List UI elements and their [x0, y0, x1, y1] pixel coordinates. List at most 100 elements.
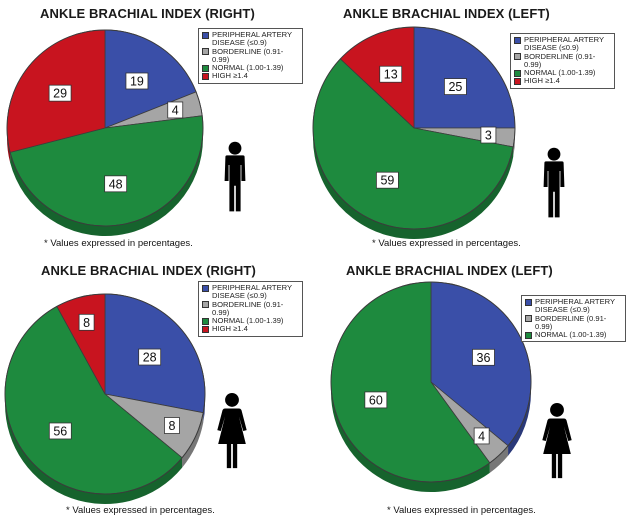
legend-item-peripheral-artery-disease-0-9: PERIPHERAL ARTERY DISEASE (≤0.9): [202, 30, 298, 48]
legend-swatch: [514, 77, 521, 85]
data-label-value: 60: [369, 393, 383, 407]
legend-label: PERIPHERAL ARTERY DISEASE (≤0.9): [212, 283, 293, 301]
legend: PERIPHERAL ARTERY DISEASE (≤0.9) BORDERLI…: [198, 281, 303, 337]
pie-slice-side-high-1-4: [7, 128, 11, 163]
pie-slice-side-peripheral-artery-disease-0-9: [508, 382, 531, 456]
data-label-borderline-0-91-0-99: 8: [164, 417, 180, 434]
chart-panel-left-male: ANKLE BRACHIAL INDEX (LEFT) 25 3 59 13 PERI…: [312, 0, 638, 261]
data-label-normal-1-00-1-39: 48: [104, 175, 128, 193]
legend-item-normal-1-00-1-39: NORMAL (1.00-1.39): [514, 68, 610, 78]
data-label-borderline-0-91-0-99: 4: [167, 101, 184, 119]
legend-label: HIGH ≥1.4: [212, 71, 248, 81]
data-label-box: [138, 348, 162, 366]
data-label-value: 48: [109, 177, 123, 191]
chart-title: ANKLE BRACHIAL INDEX (LEFT): [343, 6, 550, 21]
legend-item-borderline-0-91-0-99: BORDERLINE (0.91-0.99): [202, 46, 298, 65]
data-label-value: 8: [83, 316, 90, 330]
legend-item-high-1-4: HIGH ≥1.4: [514, 77, 610, 85]
data-label-peripheral-artery-disease-0-9: 36: [472, 348, 495, 366]
data-label-box: [480, 126, 497, 144]
legend-item-normal-1-00-1-39: NORMAL (1.00-1.39): [525, 330, 621, 340]
chart-panel-right-male: ANKLE BRACHIAL INDEX (RIGHT) 19 4 48 29 PER…: [0, 0, 319, 261]
legend-swatch: [525, 298, 532, 306]
data-label-box: [376, 171, 399, 189]
legend-label: PERIPHERAL ARTERY DISEASE (≤0.9): [535, 297, 616, 315]
footnote: * Values expressed in percentages.: [66, 505, 215, 516]
chart-panel-right-female: ANKLE BRACHIAL INDEX (RIGHT) 28 8 56 8 PERI…: [0, 261, 319, 522]
legend-item-peripheral-artery-disease-0-9: PERIPHERAL ARTERY DISEASE (≤0.9): [202, 283, 298, 301]
pie-slice-side-normal-1-00-1-39: [331, 382, 490, 492]
legend-item-high-1-4: HIGH ≥1.4: [202, 325, 298, 333]
pie-slice-side-borderline-0-91-0-99: [182, 412, 204, 468]
legend-item-normal-1-00-1-39: NORMAL (1.00-1.39): [202, 63, 298, 72]
legend-item-borderline-0-91-0-99: BORDERLINE (0.91-0.99): [525, 313, 621, 332]
legend-item-high-1-4: HIGH ≥1.4: [202, 72, 298, 80]
data-label-value: 29: [53, 87, 67, 101]
legend-item-peripheral-artery-disease-0-9: PERIPHERAL ARTERY DISEASE (≤0.9): [525, 297, 621, 315]
data-label-box: [48, 84, 72, 102]
male-figure-icon: [543, 147, 565, 218]
legend-label: BORDERLINE (0.91-0.99): [212, 299, 284, 317]
data-label-value: 56: [53, 424, 67, 438]
legend-item-borderline-0-91-0-99: BORDERLINE (0.91-0.99): [514, 52, 610, 70]
male-figure-icon: [224, 141, 246, 212]
footnote: * Values expressed in percentages.: [372, 238, 521, 249]
legend-swatch: [202, 64, 209, 72]
data-label-value: 3: [485, 129, 492, 143]
data-label-box: [125, 72, 149, 90]
legend-label: NORMAL (1.00-1.39): [524, 68, 596, 78]
female-figure-icon: [542, 403, 572, 479]
legend-label: PERIPHERAL ARTERY DISEASE (≤0.9): [524, 35, 605, 53]
legend-item-borderline-0-91-0-99: BORDERLINE (0.91-0.99): [202, 299, 298, 318]
data-label-box: [164, 417, 180, 434]
legend-label: HIGH ≥1.4: [524, 76, 560, 86]
legend-swatch: [202, 72, 209, 80]
data-label-box: [104, 175, 128, 193]
data-label-borderline-0-91-0-99: 3: [480, 126, 497, 144]
pie-outline: [312, 26, 516, 230]
data-label-high-1-4: 29: [48, 84, 72, 102]
legend-label: NORMAL (1.00-1.39): [212, 316, 284, 326]
legend-swatch: [514, 69, 521, 77]
legend-item-normal-1-00-1-39: NORMAL (1.00-1.39): [202, 316, 298, 326]
data-label-normal-1-00-1-39: 60: [364, 391, 388, 409]
chart-title: ANKLE BRACHIAL INDEX (LEFT): [346, 263, 553, 278]
data-label-high-1-4: 8: [78, 313, 95, 331]
pie-slice-side-borderline-0-91-0-99: [489, 445, 509, 473]
legend-swatch: [514, 36, 521, 44]
legend-label: NORMAL (1.00-1.39): [535, 330, 607, 340]
data-label-peripheral-artery-disease-0-9: 19: [125, 72, 149, 90]
legend: PERIPHERAL ARTERY DISEASE (≤0.9) BORDERLI…: [521, 295, 626, 343]
data-label-box: [78, 313, 95, 331]
legend-item-peripheral-artery-disease-0-9: PERIPHERAL ARTERY DISEASE (≤0.9): [514, 35, 610, 53]
data-label-peripheral-artery-disease-0-9: 25: [444, 78, 467, 95]
data-label-value: 8: [168, 419, 175, 433]
data-label-box: [364, 391, 388, 409]
footnote: * Values expressed in percentages.: [44, 238, 193, 249]
chart-title: ANKLE BRACHIAL INDEX (RIGHT): [41, 263, 256, 278]
data-label-value: 36: [477, 351, 491, 365]
data-label-value: 28: [143, 351, 157, 365]
data-label-value: 4: [172, 103, 179, 117]
legend: PERIPHERAL ARTERY DISEASE (≤0.9) BORDERLI…: [510, 33, 615, 89]
data-label-normal-1-00-1-39: 56: [48, 422, 72, 440]
female-figure-icon: [217, 393, 247, 469]
data-label-peripheral-artery-disease-0-9: 28: [138, 348, 162, 366]
legend-swatch: [202, 317, 209, 325]
chart-title: ANKLE BRACHIAL INDEX (RIGHT): [40, 6, 255, 21]
legend-label: BORDERLINE (0.91-0.99): [535, 313, 607, 331]
data-label-box: [444, 78, 467, 95]
legend-label: BORDERLINE (0.91-0.99): [212, 46, 284, 64]
legend-swatch: [514, 53, 521, 61]
pie-outline: [330, 281, 532, 483]
legend-swatch: [525, 315, 532, 323]
legend-swatch: [202, 325, 209, 333]
data-label-high-1-4: 13: [379, 65, 403, 83]
data-label-value: 19: [130, 74, 144, 88]
pie-chart: 28 8 56 8: [4, 293, 206, 504]
pie-chart: 25 3 59 13: [312, 26, 516, 239]
pie-outline: [4, 293, 206, 495]
data-label-value: 59: [380, 174, 394, 188]
data-label-box: [379, 65, 403, 83]
legend-swatch: [525, 331, 532, 339]
